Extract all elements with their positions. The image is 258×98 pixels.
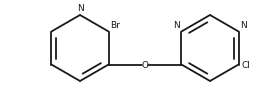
Text: N: N — [173, 21, 179, 30]
Text: O: O — [141, 60, 149, 69]
Text: N: N — [240, 21, 247, 30]
Text: N: N — [77, 5, 83, 14]
Text: Br: Br — [111, 20, 120, 29]
Text: Cl: Cl — [241, 61, 251, 70]
